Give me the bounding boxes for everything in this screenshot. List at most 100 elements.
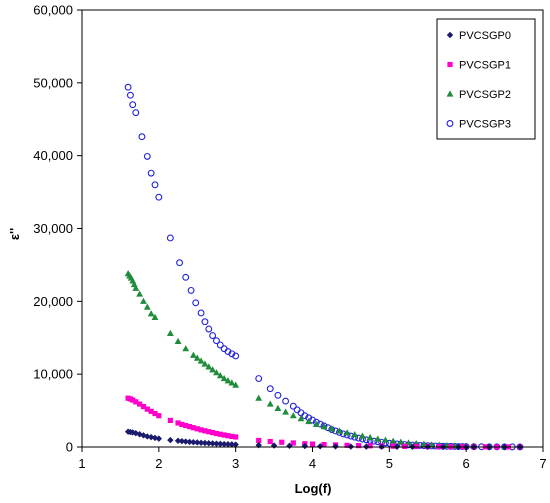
data-point-triangle bbox=[205, 363, 213, 370]
data-point-circle bbox=[197, 309, 205, 317]
y-tick-label: 50,000 bbox=[33, 75, 73, 90]
x-tick-label: 2 bbox=[155, 456, 162, 471]
data-point-square bbox=[130, 397, 136, 403]
data-point-square bbox=[140, 403, 147, 410]
data-point-triangle bbox=[140, 297, 147, 304]
data-point-square bbox=[225, 433, 231, 439]
data-point-triangle bbox=[266, 400, 274, 407]
x-tick-label: 5 bbox=[386, 456, 393, 471]
data-point-square bbox=[309, 441, 316, 447]
data-point-triangle bbox=[174, 337, 182, 344]
data-point-triangle bbox=[382, 436, 389, 443]
series-pvcsgp2 bbox=[124, 270, 524, 450]
data-point-circle bbox=[205, 325, 213, 333]
data-point-square bbox=[194, 426, 200, 432]
data-point-square bbox=[221, 432, 227, 438]
legend-item-pvcsgp2: PVCSGP2 bbox=[446, 89, 511, 101]
data-point-square bbox=[152, 410, 158, 417]
data-point-circle bbox=[151, 181, 159, 189]
data-point-diamond bbox=[174, 437, 182, 445]
data-point-circle bbox=[266, 385, 274, 393]
data-point-square bbox=[133, 399, 139, 405]
data-point-triangle bbox=[312, 420, 320, 428]
x-tick-label: 7 bbox=[539, 456, 546, 471]
data-point-square bbox=[290, 440, 296, 446]
data-point-square bbox=[198, 427, 204, 433]
data-point-circle bbox=[274, 391, 282, 399]
data-point-circle bbox=[282, 397, 290, 405]
data-point-circle bbox=[224, 348, 232, 356]
y-tick-label: 40,000 bbox=[33, 148, 73, 163]
data-point-triangle bbox=[190, 351, 197, 358]
data-point-square bbox=[213, 430, 220, 437]
data-point-diamond bbox=[228, 441, 236, 448]
data-point-diamond bbox=[332, 443, 339, 450]
y-axis-title: ε'' bbox=[7, 228, 22, 240]
data-point-square bbox=[367, 443, 373, 449]
data-point-diamond bbox=[213, 440, 220, 447]
legend: PVCSGP0 PVCSGP1 PVCSGP2 PVCSGP3 bbox=[436, 18, 536, 140]
data-point-triangle bbox=[182, 345, 190, 352]
data-point-square bbox=[447, 61, 453, 68]
data-point-square bbox=[356, 443, 362, 449]
data-point-diamond bbox=[190, 438, 197, 446]
x-tick-label: 1 bbox=[78, 456, 85, 471]
data-point-circle bbox=[187, 286, 195, 294]
data-point-triangle bbox=[224, 377, 232, 384]
data-point-triangle bbox=[136, 290, 144, 297]
data-point-triangle bbox=[228, 379, 236, 386]
data-point-square bbox=[256, 437, 262, 444]
data-point-circle bbox=[232, 352, 240, 360]
data-point-diamond bbox=[194, 439, 201, 446]
data-point-diamond bbox=[182, 438, 189, 445]
data-point-circle bbox=[289, 402, 297, 410]
data-point-triangle bbox=[216, 372, 224, 379]
data-point-triangle bbox=[232, 381, 240, 388]
data-point-diamond bbox=[201, 439, 209, 447]
data-point-diamond bbox=[197, 439, 205, 446]
data-point-square bbox=[217, 431, 223, 437]
data-point-triangle bbox=[366, 433, 374, 441]
data-point-triangle bbox=[193, 354, 201, 361]
data-point-triangle bbox=[220, 374, 228, 382]
data-point-triangle bbox=[328, 425, 336, 432]
data-point-diamond bbox=[316, 443, 324, 450]
data-point-triangle bbox=[213, 369, 220, 376]
data-point-triangle bbox=[305, 417, 313, 425]
data-point-circle bbox=[446, 120, 454, 127]
legend-item-pvcsgp3: PVCSGP3 bbox=[446, 119, 511, 131]
data-point-circle bbox=[155, 193, 163, 201]
legend-label: PVCSGP0 bbox=[459, 30, 511, 42]
data-point-triangle bbox=[389, 437, 397, 444]
data-point-square bbox=[233, 434, 239, 440]
data-point-triangle bbox=[289, 412, 297, 419]
data-point-triangle bbox=[359, 432, 366, 439]
data-point-diamond bbox=[155, 435, 163, 442]
data-point-square bbox=[321, 441, 327, 448]
data-point-square bbox=[279, 439, 285, 445]
data-point-circle bbox=[213, 337, 220, 345]
data-point-diamond bbox=[232, 441, 239, 448]
data-point-circle bbox=[166, 234, 174, 242]
data-point-square bbox=[206, 429, 212, 435]
data-point-circle bbox=[143, 152, 151, 160]
legend-label: PVCSGP3 bbox=[459, 119, 511, 131]
data-point-triangle bbox=[282, 408, 290, 415]
legend-label: PVCSGP1 bbox=[459, 60, 511, 72]
data-point-diamond bbox=[209, 440, 216, 447]
y-tick-label: 60,000 bbox=[33, 3, 73, 18]
data-point-triangle bbox=[351, 431, 359, 438]
data-point-circle bbox=[132, 109, 140, 117]
data-point-diamond bbox=[186, 438, 193, 446]
data-point-square bbox=[210, 429, 216, 436]
data-point-square bbox=[402, 443, 408, 449]
data-point-diamond bbox=[167, 436, 174, 444]
data-point-square bbox=[190, 425, 197, 431]
data-point-circle bbox=[182, 273, 190, 281]
data-point-triangle bbox=[209, 366, 217, 373]
data-point-square bbox=[390, 443, 396, 449]
data-point-diamond bbox=[301, 442, 309, 450]
data-point-triangle bbox=[201, 360, 209, 367]
data-point-diamond bbox=[224, 441, 232, 448]
